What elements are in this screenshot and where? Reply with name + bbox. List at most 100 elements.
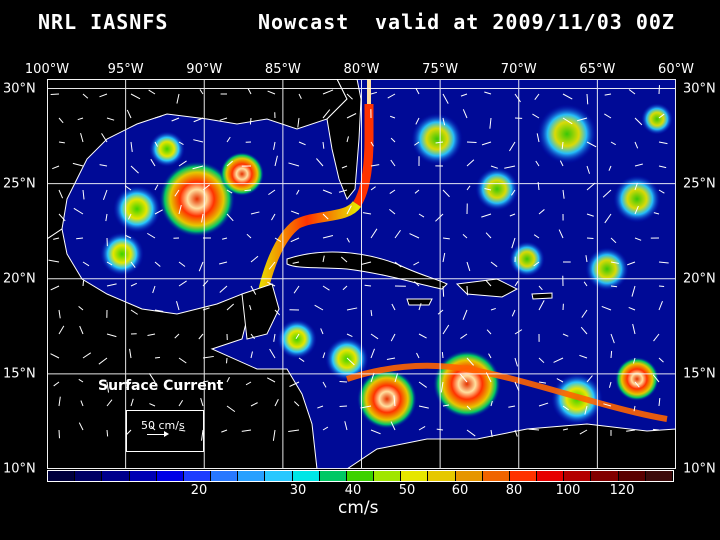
velocity-arrow bbox=[292, 261, 300, 264]
velocity-arrow bbox=[459, 373, 468, 383]
velocity-arrow bbox=[553, 357, 564, 363]
colorbar-swatch bbox=[564, 471, 592, 481]
velocity-arrow bbox=[658, 141, 668, 145]
colorbar-swatch bbox=[102, 471, 130, 481]
velocity-arrow bbox=[634, 381, 640, 388]
velocity-arrow bbox=[219, 285, 228, 293]
velocity-arrow bbox=[78, 378, 84, 383]
velocity-arrow bbox=[249, 304, 252, 311]
velocity-arrow bbox=[658, 261, 669, 264]
velocity-arrow bbox=[528, 428, 540, 431]
velocity-arrow bbox=[634, 141, 639, 149]
velocity-arrow bbox=[241, 429, 252, 432]
velocity-arrow bbox=[602, 189, 612, 198]
velocity-arrow bbox=[274, 399, 279, 407]
velocity-arrow bbox=[634, 237, 642, 241]
velocity-arrow bbox=[652, 374, 660, 383]
velocity-arrow bbox=[370, 186, 376, 191]
velocity-arrow bbox=[178, 160, 187, 167]
velocity-arrow bbox=[48, 259, 60, 263]
velocity-arrow bbox=[198, 333, 204, 340]
velocity-arrow bbox=[466, 357, 474, 366]
velocity-arrow bbox=[466, 429, 476, 437]
colorbar-swatch bbox=[401, 471, 429, 481]
velocity-arrow bbox=[273, 333, 276, 342]
velocity-arrow bbox=[514, 429, 518, 437]
velocity-arrow bbox=[586, 165, 590, 174]
velocity-arrow bbox=[409, 233, 420, 239]
velocity-arrow bbox=[603, 403, 612, 407]
velocity-arrow bbox=[346, 136, 349, 143]
velocity-arrow bbox=[370, 91, 378, 95]
velocity-arrow bbox=[178, 381, 181, 388]
velocity-arrow bbox=[485, 232, 492, 239]
velocity-arrow bbox=[320, 328, 324, 335]
colorbar-swatch bbox=[618, 471, 646, 481]
velocity-arrow bbox=[274, 309, 281, 316]
velocity-arrow bbox=[219, 261, 228, 265]
velocity-arrow bbox=[154, 115, 162, 119]
velocity-arrow bbox=[50, 353, 60, 359]
velocity-arrow bbox=[58, 309, 61, 319]
latitude-label: 20°N bbox=[683, 271, 716, 287]
velocity-arrow bbox=[370, 164, 380, 167]
velocity-arrow bbox=[322, 235, 334, 239]
velocity-arrow bbox=[82, 189, 85, 200]
velocity-arrow bbox=[125, 234, 132, 239]
velocity-arrow bbox=[346, 113, 357, 119]
velocity-arrow bbox=[154, 209, 163, 215]
velocity-arrow bbox=[98, 357, 108, 365]
velocity-arrow bbox=[633, 405, 636, 412]
velocity-arrow bbox=[341, 165, 348, 169]
velocity-arrow bbox=[466, 185, 471, 191]
velocity-arrow bbox=[658, 300, 663, 311]
velocity-arrow bbox=[484, 91, 492, 95]
velocity-arrow bbox=[362, 212, 372, 215]
velocity-arrow bbox=[267, 281, 276, 287]
velocity-arrow bbox=[249, 117, 252, 125]
colorbar-swatch bbox=[591, 471, 619, 481]
velocity-arrow bbox=[58, 325, 65, 335]
velocity-arrow bbox=[488, 353, 492, 359]
velocity-arrow bbox=[154, 356, 161, 359]
velocity-arrow bbox=[415, 117, 420, 125]
velocity-arrow bbox=[538, 285, 543, 291]
velocity-arrow bbox=[130, 398, 134, 407]
velocity-arrow bbox=[193, 139, 204, 143]
velocity-arrow bbox=[130, 261, 136, 268]
velocity-arrow bbox=[538, 381, 547, 384]
velocity-arrow bbox=[199, 89, 204, 95]
velocity-arrow bbox=[490, 429, 493, 438]
latitude-label: 15°N bbox=[3, 366, 36, 382]
colorbar-swatch bbox=[238, 471, 266, 481]
longitude-label: 60°W bbox=[658, 62, 694, 77]
velocity-arrow bbox=[394, 261, 402, 268]
ocean-current-map bbox=[47, 79, 676, 469]
colorbar-units: cm/s bbox=[338, 498, 379, 518]
velocity-arrow bbox=[489, 117, 492, 129]
colorbar-swatch bbox=[537, 471, 565, 481]
velocity-arrow bbox=[610, 350, 613, 359]
reference-arrow-icon bbox=[147, 431, 169, 437]
colorbar-swatch bbox=[129, 471, 157, 481]
velocity-arrow bbox=[106, 429, 109, 437]
velocity-arrow bbox=[504, 165, 516, 169]
velocity-arrow bbox=[316, 158, 324, 167]
velocity-arrow bbox=[102, 189, 108, 200]
velocity-arrow bbox=[508, 405, 516, 408]
velocity-arrow bbox=[601, 305, 612, 311]
velocity-arrow bbox=[176, 301, 180, 311]
colorbar-swatch bbox=[75, 471, 103, 481]
velocity-arrow bbox=[245, 381, 252, 386]
velocity-arrow bbox=[226, 405, 236, 413]
velocity-arrow bbox=[389, 189, 396, 194]
velocity-arrow bbox=[442, 237, 450, 240]
velocity-arrow bbox=[390, 421, 396, 431]
velocity-arrow bbox=[604, 213, 612, 224]
velocity-arrow bbox=[413, 281, 420, 287]
colorbar-tick-label: 30 bbox=[289, 483, 307, 498]
latitude-label: 30°N bbox=[683, 81, 716, 96]
velocity-arrow bbox=[415, 87, 420, 95]
velocity-arrow bbox=[628, 89, 636, 95]
velocity-arrow bbox=[387, 93, 396, 99]
